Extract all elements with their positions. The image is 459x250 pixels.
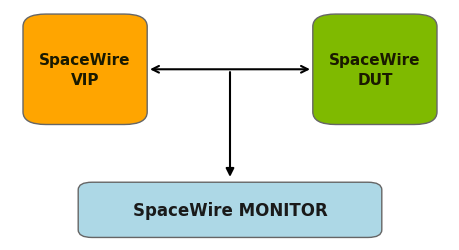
FancyBboxPatch shape bbox=[312, 15, 436, 125]
Text: SpaceWire
DUT: SpaceWire DUT bbox=[329, 53, 420, 87]
Text: SpaceWire
VIP: SpaceWire VIP bbox=[39, 53, 130, 87]
FancyBboxPatch shape bbox=[78, 182, 381, 238]
Text: SpaceWire MONITOR: SpaceWire MONITOR bbox=[132, 201, 327, 219]
FancyBboxPatch shape bbox=[23, 15, 147, 125]
